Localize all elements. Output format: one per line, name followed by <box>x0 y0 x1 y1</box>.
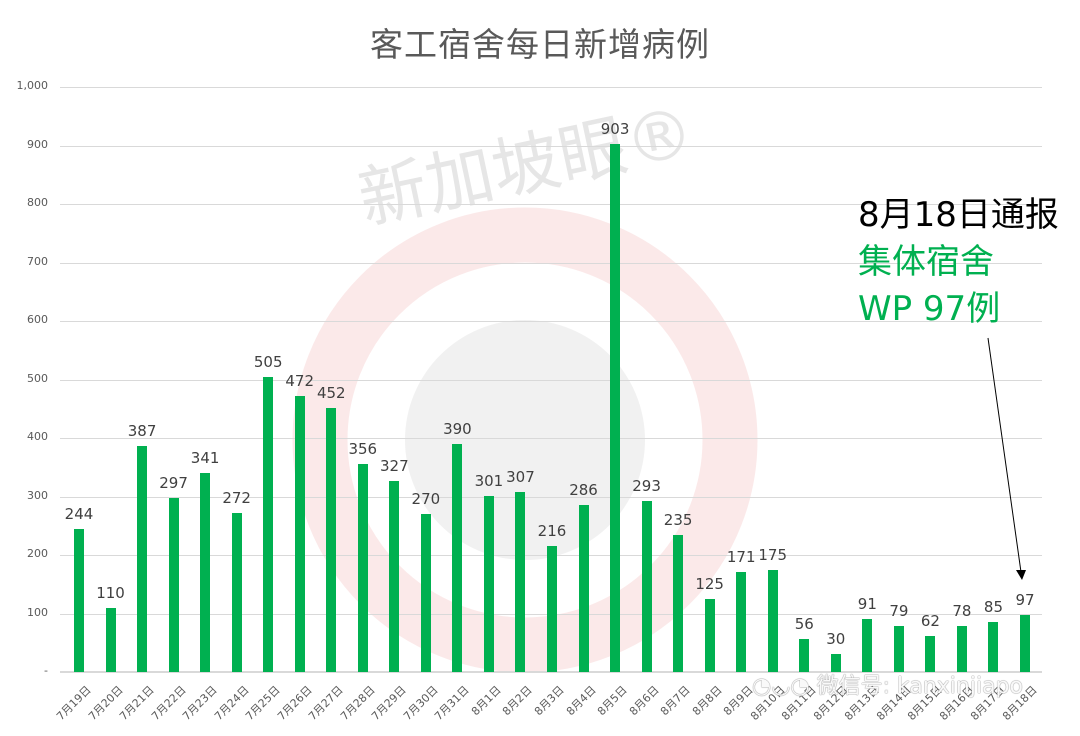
bar-value-label: 78 <box>952 602 972 621</box>
bar-value-label: 56 <box>794 615 814 634</box>
y-tick-label: 100 <box>27 605 48 619</box>
bar-value-label: 110 <box>96 583 125 602</box>
annotation-box: 8月18日通报 集体宿舍 WP 97例 <box>858 192 1059 333</box>
bar-value-label: 356 <box>348 439 378 458</box>
y-tick-label: 500 <box>27 371 48 385</box>
bar-value-label: 390 <box>443 419 472 438</box>
bar-value-label: 293 <box>632 476 661 495</box>
bar-value-label: 270 <box>411 490 441 509</box>
wechat-watermark: ◔◡◔ 微信号: kanxinjiapo <box>752 668 1023 700</box>
annotation-line-dorm: 集体宿舍 <box>858 242 994 282</box>
bar <box>389 480 400 672</box>
y-tick-label: 900 <box>27 137 48 151</box>
bar-value-label: 286 <box>569 480 598 499</box>
bar-value-label: 307 <box>506 468 535 487</box>
x-axis-line <box>60 671 1042 673</box>
bar <box>925 635 936 672</box>
gridline <box>60 321 1042 322</box>
bar-value-label: 387 <box>127 421 157 440</box>
gridline <box>60 379 1042 381</box>
bar <box>610 143 621 672</box>
bar-value-label: 216 <box>537 521 567 540</box>
y-tick-label: 1,000 <box>16 79 49 92</box>
bar-value-label: 505 <box>253 352 283 371</box>
y-tick-label: 400 <box>27 430 48 443</box>
bar <box>326 407 337 672</box>
y-tick-label: 200 <box>27 547 48 560</box>
bar <box>74 529 84 672</box>
bar <box>862 618 873 672</box>
bar <box>704 598 715 672</box>
bar-value-label: 244 <box>64 505 94 524</box>
bar <box>578 504 589 672</box>
gridline <box>60 87 1042 88</box>
bar-value-label: 903 <box>600 119 630 138</box>
bar <box>547 545 557 672</box>
bar-value-label: 272 <box>222 488 251 507</box>
bar <box>483 495 494 672</box>
bar-value-label: 297 <box>159 474 188 493</box>
annotation-line-count: WP 97例 <box>858 289 1001 329</box>
bar-value-label: 301 <box>474 471 504 490</box>
bar-value-label: 341 <box>190 448 220 467</box>
gridline <box>60 438 1042 439</box>
bar-value-label: 235 <box>663 510 693 529</box>
bar <box>799 639 810 672</box>
gridline <box>60 204 1042 205</box>
chart-title: 客工宿舍每日新增病例 <box>370 25 710 64</box>
bar <box>956 626 967 672</box>
bar <box>830 654 841 672</box>
gridline <box>60 145 1042 147</box>
bar-value-label: 79 <box>889 601 909 620</box>
bar <box>736 571 747 672</box>
gridline <box>60 262 1042 264</box>
bar <box>515 492 526 672</box>
annotation-line-date: 8月18日通报 <box>858 195 1059 235</box>
bar <box>105 607 116 672</box>
bar-value-label: 452 <box>316 383 346 402</box>
bar <box>641 500 652 672</box>
bar <box>673 534 684 672</box>
bar <box>200 472 211 672</box>
bar-value-label: 327 <box>380 456 409 475</box>
y-tick-label: 600 <box>27 313 48 326</box>
bar <box>137 445 148 672</box>
bar <box>1020 615 1030 672</box>
y-tick-label: - <box>44 664 48 677</box>
bar <box>893 625 904 672</box>
y-tick-label: 700 <box>27 254 48 268</box>
bar <box>357 463 368 672</box>
bar-value-label: 97 <box>1015 591 1035 610</box>
bar <box>168 498 179 672</box>
bar-value-label: 91 <box>857 594 877 613</box>
bar <box>767 569 778 672</box>
bar <box>420 514 431 672</box>
bar-value-label: 472 <box>285 371 315 390</box>
y-tick-label: 300 <box>27 488 48 502</box>
bar <box>988 622 999 672</box>
wechat-icon: ◔◡◔ <box>752 674 810 699</box>
bar-value-label: 171 <box>726 547 756 566</box>
y-tick-label: 800 <box>27 196 48 209</box>
bar <box>452 443 463 672</box>
bar-value-label: 125 <box>695 574 724 593</box>
bar-value-label: 62 <box>920 611 940 630</box>
gridline <box>60 496 1042 498</box>
bar <box>294 395 305 672</box>
bar-value-label: 175 <box>758 545 788 564</box>
wechat-id-text: 微信号: kanxinjiapo <box>816 674 1023 699</box>
bar <box>231 512 242 672</box>
bar-value-label: 30 <box>826 630 846 649</box>
bar <box>263 376 274 672</box>
bar-value-label: 85 <box>983 598 1003 617</box>
